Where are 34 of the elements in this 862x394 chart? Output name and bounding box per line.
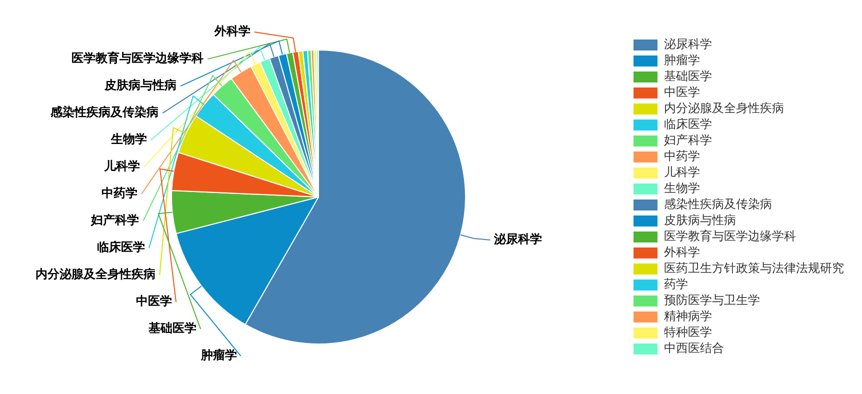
slice-label: 中药学	[102, 186, 138, 200]
slice-label: 基础医学	[148, 321, 197, 336]
legend-label: 药学	[664, 277, 688, 292]
slice-label: 皮肤病与性病	[104, 78, 177, 92]
legend-label: 泌尿科学	[664, 37, 712, 52]
legend-label: 医学教育与医学边缘学科	[664, 229, 796, 244]
legend-label: 皮肤病与性病	[664, 213, 736, 228]
legend-label: 中药学	[664, 149, 700, 164]
slice-label: 医学教育与医学边缘学科	[72, 51, 204, 66]
legend-label: 感染性疾病及传染病	[664, 197, 772, 212]
legend-label: 肿瘤学	[664, 53, 700, 68]
slice-label: 中医学	[136, 294, 172, 308]
legend-label: 预防医学与卫生学	[664, 293, 760, 308]
slice-label: 临床医学	[97, 240, 146, 254]
legend-label: 中医学	[664, 85, 700, 100]
legend-label: 内分泌腺及全身性疾病	[664, 101, 784, 116]
slice-label: 肿瘤学	[200, 348, 237, 362]
legend-label: 外科学	[664, 245, 700, 260]
legend-label: 基础医学	[664, 69, 712, 84]
legend-label: 儿科学	[664, 165, 700, 180]
legend-label: 精神病学	[664, 309, 712, 324]
legend-label: 临床医学	[664, 117, 712, 132]
legend-label: 医药卫生方针政策与法律法规研究	[664, 261, 844, 276]
slice-label: 外科学	[213, 24, 250, 38]
slice-label: 内分泌腺及全身性疾病	[36, 267, 156, 282]
slice-label: 生物学	[110, 132, 147, 146]
legend-label: 特种医学	[664, 325, 712, 340]
slice-label: 儿科学	[103, 159, 140, 174]
legend-label: 中西医结合	[664, 341, 724, 356]
slice-label: 妇产科学	[90, 213, 140, 228]
legend-label: 妇产科学	[664, 133, 712, 148]
legend-label: 生物学	[664, 181, 700, 196]
slice-label: 泌尿科学	[493, 232, 542, 246]
slice-label: 感染性疾病及传染病	[50, 105, 159, 120]
